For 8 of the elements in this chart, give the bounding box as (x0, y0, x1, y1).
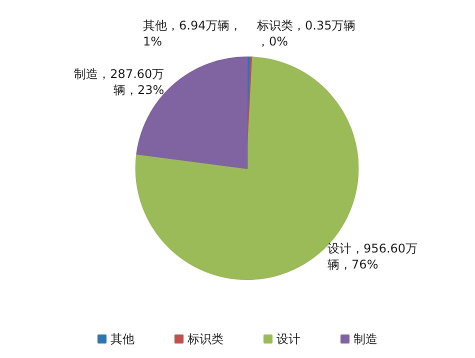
data-label: 标识类，0.35万辆，0% (256, 18, 356, 48)
legend-label: 标识类 (186, 332, 224, 346)
data-label: 制造，287.60万辆，23% (74, 66, 164, 97)
legend-label: 制造 (354, 332, 378, 346)
data-label: 其他，6.94万辆，1% (143, 18, 242, 48)
legend-label: 设计 (276, 332, 300, 346)
legend-label: 其他 (110, 332, 134, 346)
data-label: 设计，956.60万辆，76% (328, 242, 418, 272)
